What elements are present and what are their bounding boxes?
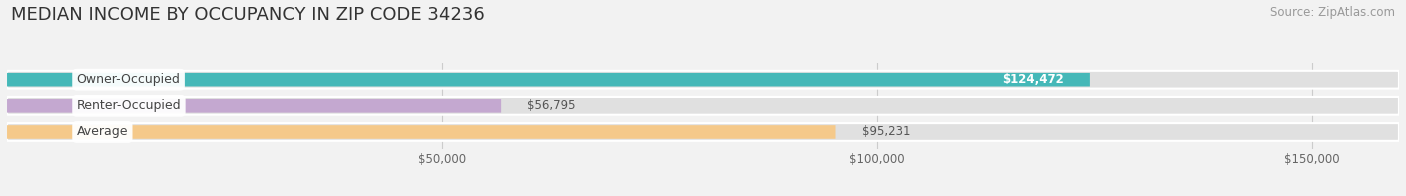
Text: Average: Average [77,125,128,138]
Text: $56,795: $56,795 [527,99,575,112]
FancyBboxPatch shape [7,99,501,113]
Text: Source: ZipAtlas.com: Source: ZipAtlas.com [1270,6,1395,19]
FancyBboxPatch shape [7,71,1399,89]
FancyBboxPatch shape [7,97,1399,115]
FancyBboxPatch shape [7,123,1399,141]
Text: Owner-Occupied: Owner-Occupied [77,73,180,86]
FancyBboxPatch shape [7,73,1090,86]
Text: $95,231: $95,231 [862,125,910,138]
Text: $124,472: $124,472 [1002,73,1064,86]
FancyBboxPatch shape [7,125,835,139]
Text: MEDIAN INCOME BY OCCUPANCY IN ZIP CODE 34236: MEDIAN INCOME BY OCCUPANCY IN ZIP CODE 3… [11,6,485,24]
Text: Renter-Occupied: Renter-Occupied [77,99,181,112]
